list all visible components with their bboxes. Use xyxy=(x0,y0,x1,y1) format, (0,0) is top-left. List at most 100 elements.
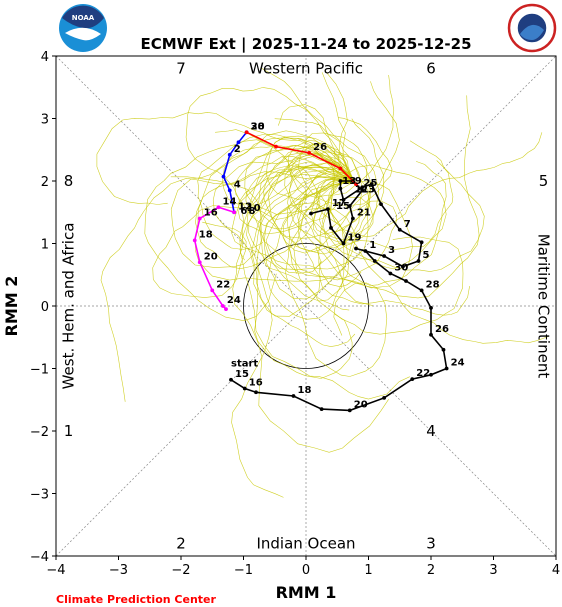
ensemble-members xyxy=(96,68,549,498)
x-tick-label: 0 xyxy=(302,563,310,578)
series-point-forecast_week2 xyxy=(210,288,215,293)
chart-title: ECMWF Ext | 2025-11-24 to 2025-12-25 xyxy=(140,35,471,54)
svg-text:NOAA: NOAA xyxy=(72,14,95,22)
day-label: 28 xyxy=(251,121,265,132)
ensemble-member-line xyxy=(315,132,543,238)
y-tick-label: 0 xyxy=(41,300,49,315)
series-point-observed xyxy=(329,225,333,230)
series-point-ensemble_mean xyxy=(338,166,343,171)
ensemble-member-line xyxy=(251,171,357,347)
series-point-observed xyxy=(388,271,393,276)
national-weather-service-logo xyxy=(507,3,557,53)
day-label: 11 xyxy=(355,184,369,195)
ensemble-member-line xyxy=(222,142,357,215)
ensemble-member-line xyxy=(284,150,370,249)
day-label: 9 xyxy=(355,176,362,187)
day-label: 6 xyxy=(240,206,247,217)
day-label: 16 xyxy=(249,378,263,389)
day-label: 26 xyxy=(435,324,449,335)
day-label: 30 xyxy=(251,121,265,132)
region-maritime-continent: Maritime Continent xyxy=(535,234,553,379)
series-point-observed xyxy=(429,332,433,337)
x-tick-label: −4 xyxy=(46,563,65,578)
series-point-observed xyxy=(354,246,358,251)
series-point-forecast_week2 xyxy=(197,216,202,221)
ensemble-member-line xyxy=(288,160,485,272)
ensemble-member-line xyxy=(287,74,395,198)
series-point-observed xyxy=(325,207,330,212)
day-label: 7 xyxy=(404,219,411,230)
series-point-observed xyxy=(419,240,424,245)
ensemble-member-line xyxy=(286,118,385,255)
ensemble-member-line xyxy=(170,130,357,268)
phase-number-1: 1 xyxy=(64,422,74,440)
ensemble-member-line xyxy=(264,182,357,300)
phase-numbers: 1 2 3 4 5 6 7 8 xyxy=(64,60,549,553)
x-tick-label: −3 xyxy=(109,563,128,578)
x-axis-title: RMM 1 xyxy=(276,583,337,602)
day-label: 1 xyxy=(369,240,376,251)
start-label: start xyxy=(231,359,258,370)
day-label: 24 xyxy=(451,358,465,369)
day-label: 24 xyxy=(227,295,241,306)
y-tick-label: −2 xyxy=(30,425,49,440)
series-point-ensemble_mean xyxy=(274,144,278,149)
series-point-observed xyxy=(341,241,346,246)
series-line-forecast_week1 xyxy=(222,131,248,213)
x-tick-label: −2 xyxy=(171,563,190,578)
ensemble-member-line xyxy=(262,173,357,302)
day-label: 4 xyxy=(234,179,241,190)
series-point-forecast_week2 xyxy=(197,260,202,265)
ensemble-member-line xyxy=(144,133,357,322)
ensemble-member-line xyxy=(245,165,357,311)
day-label: 15 xyxy=(235,369,249,380)
noaa-logo: NOAA xyxy=(59,4,107,52)
series-point-observed xyxy=(360,185,365,190)
ensemble-member-line xyxy=(100,171,357,402)
y-tick-label: 4 xyxy=(41,50,49,65)
series-point-observed xyxy=(347,408,352,413)
x-tick-labels: −4 −3 −2 −1 0 1 2 3 4 xyxy=(46,556,560,578)
day-label: 15 xyxy=(336,201,350,212)
series-point-observed xyxy=(441,347,446,352)
ensemble-member-line xyxy=(260,162,398,281)
series-point-observed xyxy=(254,390,258,395)
phase-guide-lines xyxy=(55,55,557,557)
phase-number-8: 8 xyxy=(64,172,74,190)
series-point-observed xyxy=(338,179,343,183)
series-point-observed xyxy=(341,197,346,202)
series-point-observed xyxy=(319,407,324,412)
series-line-forecast_week2 xyxy=(193,206,235,310)
day-label: 5 xyxy=(423,250,430,261)
series-point-observed xyxy=(416,259,421,263)
series-point-observed xyxy=(360,188,365,193)
region-labels: Western Pacific Indian Ocean West. Hem. an… xyxy=(60,60,553,553)
y-tick-label: 2 xyxy=(41,175,49,190)
day-label: 3 xyxy=(388,245,395,256)
ensemble-member-line xyxy=(287,161,447,286)
day-label: 2 xyxy=(234,144,241,155)
day-label: 16 xyxy=(204,208,218,219)
series-point-forecast_week1 xyxy=(221,174,226,179)
series-point-observed xyxy=(229,377,233,382)
series-point-observed xyxy=(350,216,355,221)
y-tick-label: 1 xyxy=(41,238,49,253)
y-tick-label: 3 xyxy=(41,113,49,128)
series-point-forecast_week1 xyxy=(227,188,232,193)
series-point-observed xyxy=(347,204,352,208)
ensemble-member-line xyxy=(239,135,410,400)
ensemble-member-line xyxy=(231,153,357,498)
day-label: 18 xyxy=(298,385,312,396)
x-tick-label: 3 xyxy=(489,563,497,578)
day-label: 28 xyxy=(426,279,440,290)
y-tick-label: −1 xyxy=(30,363,49,378)
unit-circle xyxy=(243,243,369,369)
phase-number-4: 4 xyxy=(426,422,436,440)
phase-number-3: 3 xyxy=(426,535,436,553)
series-point-observed xyxy=(363,249,368,253)
y-tick-label: −3 xyxy=(30,488,49,503)
day-label: 10 xyxy=(247,203,261,214)
phase-number-5: 5 xyxy=(539,172,549,190)
day-label: 14 xyxy=(223,196,237,207)
